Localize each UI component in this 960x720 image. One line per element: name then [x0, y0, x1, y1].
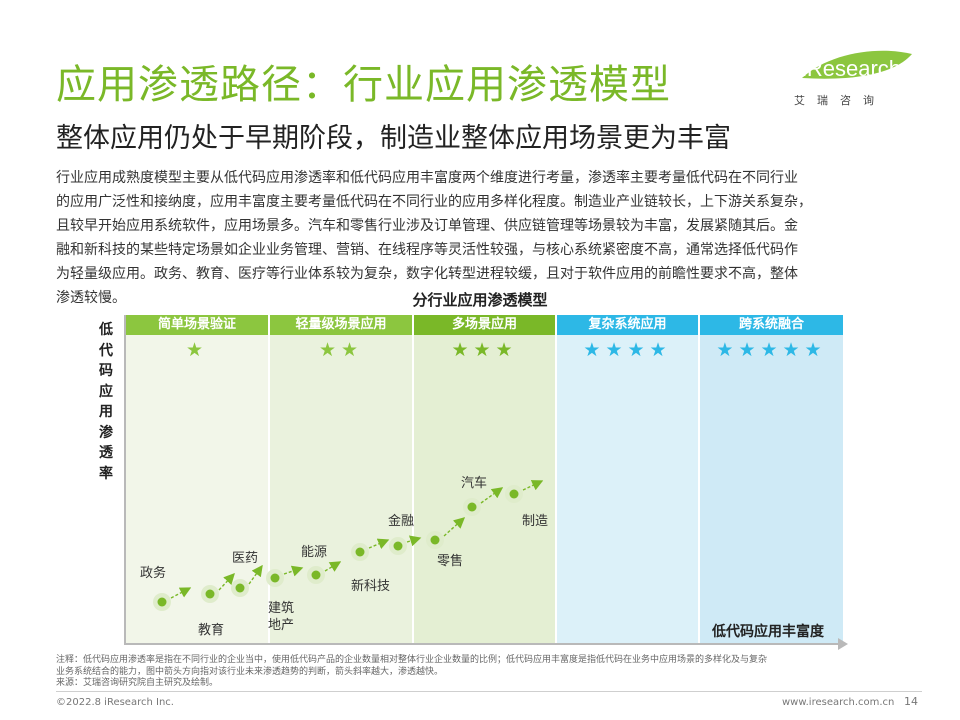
industry-node	[467, 502, 477, 512]
website: www.iresearch.com.cn	[782, 697, 895, 708]
stage-header: 简单场景验证	[126, 315, 268, 335]
body-line: 行业应用成熟度模型主要从低代码应用渗透率和低代码应用丰富度两个维度进行考量，渗透…	[56, 170, 798, 186]
copyright: ©2022.8 iResearch Inc.	[56, 697, 174, 708]
x-axis-arrow-icon	[838, 638, 848, 650]
stage-header: 跨系统融合	[700, 315, 843, 335]
industry-node	[509, 489, 519, 499]
stage-stars: ★	[185, 339, 209, 361]
logo-leaf-icon	[802, 50, 912, 79]
industry-label-xinkeji: 新科技	[351, 579, 391, 594]
trend-arrow-icon	[248, 564, 263, 585]
page-number: 14	[904, 695, 918, 708]
trend-arrow-icon	[218, 572, 235, 591]
body-paragraph: 行业应用成熟度模型主要从低代码应用渗透率和低代码应用丰富度两个维度进行考量，渗透…	[56, 166, 922, 310]
industry-node	[430, 535, 440, 545]
x-axis-label: 低代码应用丰富度	[712, 624, 824, 640]
industry-label-yiyao: 医药	[232, 551, 259, 566]
logo-text: iResearch	[802, 56, 902, 81]
trend-arrow-icon	[170, 587, 192, 599]
trend-arrow-icon	[368, 538, 390, 549]
footnote-line: 来源：艾瑞咨询研究院自主研究及绘制。	[56, 678, 219, 688]
industry-node	[205, 589, 215, 599]
stage-stars: ★★	[318, 339, 364, 361]
stage-background	[414, 315, 555, 645]
industry-label-zhengwu: 政务	[140, 566, 167, 581]
trend-arrow-icon	[324, 561, 342, 572]
footer-divider	[56, 691, 922, 692]
body-line: 融和新科技的某些特定场景如企业业务管理、营销、在线程序等灵活性较强，与核心系统紧…	[56, 242, 798, 258]
industry-label-zhizao: 制造	[522, 514, 549, 529]
footnote-line: 业务系统结合的能力，图中箭头方向指对该行业未来渗透趋势的判断，箭头斜率越大，渗透…	[56, 666, 444, 677]
stage-band-5: 跨系统融合 ★★★★★	[700, 315, 843, 645]
industry-label-nengyuan: 能源	[301, 545, 328, 560]
trend-arrow-icon	[522, 480, 544, 491]
page-title: 应用渗透路径：行业应用渗透模型	[56, 62, 671, 108]
footnote: 注释：低代码应用渗透率是指在不同行业的企业当中，使用低代码产品的企业数量相对整体…	[56, 655, 916, 690]
stage-background	[557, 315, 698, 645]
stage-header: 轻量级场景应用	[270, 315, 412, 335]
industry-node	[270, 573, 280, 583]
industry-label-jiaoyu: 教育	[198, 623, 225, 638]
x-axis	[124, 643, 840, 645]
stage-header: 多场景应用	[414, 315, 555, 335]
stage-band-4: 复杂系统应用 ★★★★	[557, 315, 698, 645]
trend-arrow-icon	[283, 565, 304, 577]
industry-node	[393, 541, 403, 551]
stage-background	[700, 315, 843, 645]
iresearch-logo: iResearch 艾瑞咨询	[790, 48, 920, 110]
stage-stars: ★★★★★	[716, 339, 827, 361]
stage-background	[270, 315, 412, 645]
stage-band-2: 轻量级场景应用 ★★	[270, 315, 412, 645]
industry-node	[311, 570, 321, 580]
stage-stars: ★★★	[451, 339, 518, 361]
industry-node	[235, 583, 245, 593]
industry-label-qiche: 汽车	[461, 476, 488, 491]
trend-arrow-icon	[480, 487, 504, 504]
stage-stars: ★★★★	[583, 339, 672, 361]
body-line: 的应用广泛性和接纳度，应用丰富度主要考量低代码在不同行业的应用多样化程度。制造业…	[56, 194, 812, 210]
industry-node	[355, 547, 365, 557]
y-axis-label: 低代码应用渗透率	[99, 322, 113, 482]
stage-header: 复杂系统应用	[557, 315, 698, 335]
trend-arrow-icon	[406, 535, 422, 547]
industry-label-lingshou: 零售	[437, 554, 464, 569]
industry-label-jianzhu: 建筑地产	[268, 601, 295, 633]
y-axis	[124, 315, 126, 645]
industry-node	[157, 597, 167, 607]
industry-label-jinrong: 金融	[388, 514, 415, 529]
body-line: 渗透较慢。	[56, 290, 126, 306]
body-line: 且较早开始应用系统软件，应用场景多。汽车和零售行业涉及订单管理、供应链管理等场景…	[56, 218, 798, 234]
trend-arrow-icon	[443, 517, 466, 537]
footnote-line: 注释：低代码应用渗透率是指在不同行业的企业当中，使用低代码产品的企业数量相对整体…	[56, 655, 768, 665]
logo-subtext: 艾瑞咨询	[794, 94, 886, 107]
diagram-title: 分行业应用渗透模型	[412, 291, 548, 309]
stage-band-3: 多场景应用 ★★★	[414, 315, 555, 645]
page-subtitle: 整体应用仍处于早期阶段，制造业整体应用场景更为丰富	[56, 123, 731, 154]
body-line: 为轻量级应用。政务、教育、医疗等行业体系较为复杂，数字化转型进程较缓，且对于软件…	[56, 266, 798, 282]
